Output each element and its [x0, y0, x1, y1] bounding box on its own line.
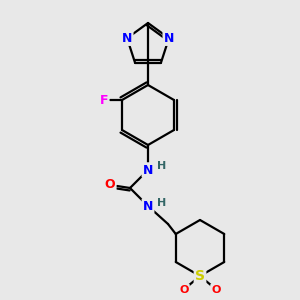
Text: N: N [143, 164, 153, 176]
Text: N: N [143, 200, 153, 212]
Text: O: O [179, 285, 189, 295]
Text: S: S [195, 269, 205, 283]
Text: H: H [158, 198, 166, 208]
Text: O: O [211, 285, 221, 295]
Text: H: H [158, 161, 166, 171]
Text: N: N [122, 32, 132, 45]
Text: F: F [100, 94, 108, 106]
Text: O: O [105, 178, 115, 190]
Text: N: N [164, 32, 174, 45]
